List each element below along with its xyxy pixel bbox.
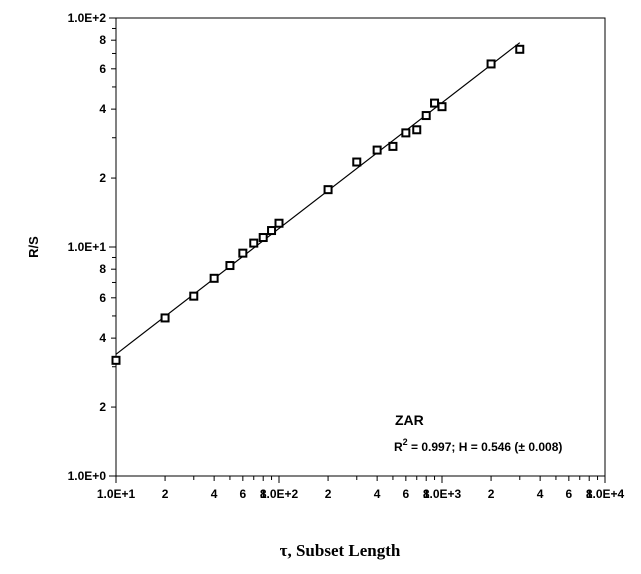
x-tick-label: 4: [374, 487, 381, 501]
data-point: [209, 273, 219, 283]
x-tick-label: 6: [402, 487, 409, 501]
x-axis-label: τ, Subset Length: [280, 541, 401, 560]
annotation-text: = 0.997; H = 0.546 (± 0.008): [408, 440, 563, 454]
data-point: [267, 226, 277, 236]
data-point: [421, 111, 431, 121]
x-tick-label: 8: [423, 487, 430, 501]
data-point: [274, 218, 284, 228]
data-point: [437, 102, 447, 112]
x-tick-label: 1.0E+4: [586, 487, 625, 501]
y-tick-label: 1.0E+0: [68, 469, 107, 483]
y-tick-label: 1.0E+1: [68, 240, 107, 254]
x-tick-label: 8: [586, 487, 593, 501]
x-tick-label: 2: [162, 487, 169, 501]
y-tick-label: 4: [99, 331, 106, 345]
data-point: [323, 185, 333, 195]
x-tick-label: 4: [211, 487, 218, 501]
x-tick-label: 2: [488, 487, 495, 501]
x-tick-label: 1.0E+2: [260, 487, 299, 501]
data-point: [225, 261, 235, 271]
data-point: [486, 59, 496, 69]
x-tick-label: 8: [260, 487, 267, 501]
data-point: [189, 291, 199, 301]
annotation-sup: 2: [403, 437, 408, 447]
data-point: [352, 157, 362, 167]
data-point: [238, 248, 248, 258]
y-axis-label: R/S: [26, 236, 41, 258]
y-tick-label: 1.0E+2: [68, 11, 107, 25]
data-point: [412, 125, 422, 135]
annotation: ZAR: [395, 412, 424, 428]
plot-frame: [115, 17, 606, 477]
x-tick-label: 6: [239, 487, 246, 501]
annotation: R2 = 0.997; H = 0.546 (± 0.008): [394, 437, 562, 454]
data-point: [372, 145, 382, 155]
x-tick-label: 1.0E+1: [97, 487, 136, 501]
x-tick-label: 2: [325, 487, 332, 501]
y-tick-label: 2: [99, 400, 106, 414]
y-tick-label: 6: [99, 291, 106, 305]
annotation-text: R: [394, 440, 403, 454]
x-tick-label: 1.0E+3: [423, 487, 462, 501]
y-tick-label: 8: [99, 262, 106, 276]
data-point: [401, 128, 411, 138]
y-tick-label: 4: [99, 102, 106, 116]
y-tick-label: 6: [99, 62, 106, 76]
data-point: [515, 44, 525, 54]
y-tick-label: 2: [99, 171, 106, 185]
data-point: [160, 313, 170, 323]
data-point: [111, 355, 121, 365]
data-point: [258, 233, 268, 243]
data-point: [249, 238, 259, 248]
fit-line: [115, 42, 521, 355]
x-tick-label: 4: [537, 487, 544, 501]
x-tick-label: 6: [565, 487, 572, 501]
data-point: [430, 98, 440, 108]
y-tick-label: 8: [99, 33, 106, 47]
data-point: [388, 141, 398, 151]
